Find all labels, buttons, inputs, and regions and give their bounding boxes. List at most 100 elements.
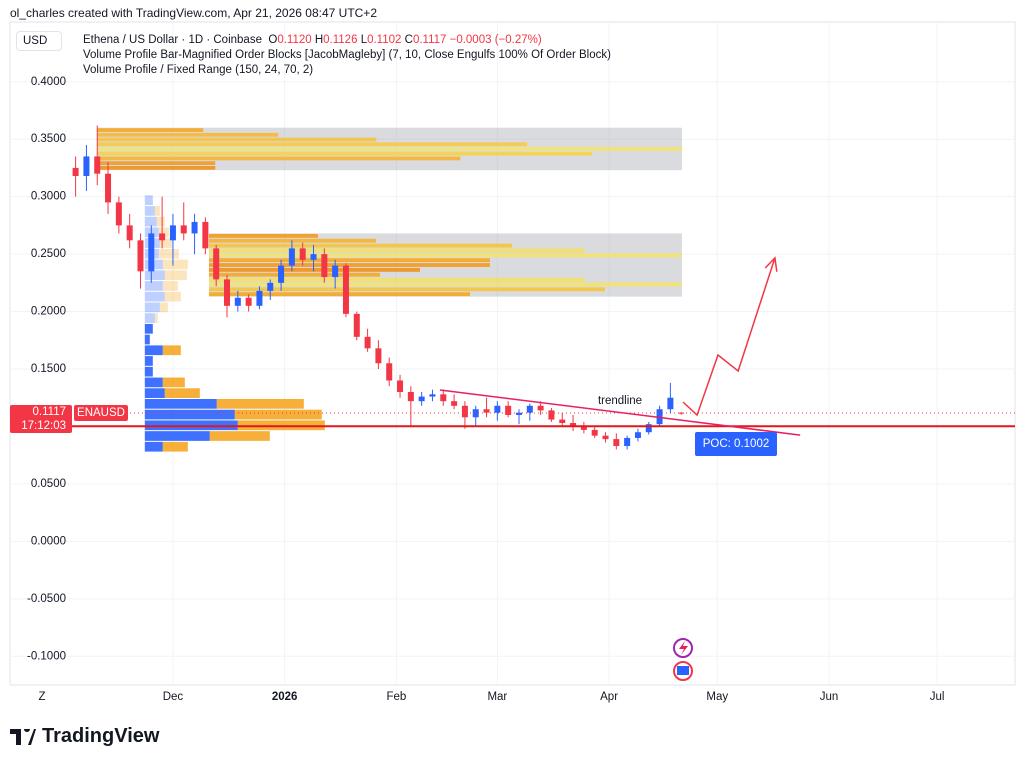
logo: TradingView (10, 725, 159, 748)
l-key: L (360, 34, 368, 46)
volume-profile-down (164, 270, 187, 281)
volume-profile-down (162, 345, 181, 356)
volume-profile-down (156, 216, 165, 227)
candle-body (256, 290, 263, 306)
candle-body (159, 233, 166, 241)
volume-profile-up (144, 195, 153, 206)
volume-profile-down (162, 259, 188, 270)
y-tick-label: 0.1500 (31, 363, 66, 375)
volume-profile-down (154, 206, 160, 216)
trendline (439, 389, 801, 436)
l-value: 0.1102 (367, 34, 402, 46)
order-block-level (97, 156, 461, 161)
candle-body (224, 279, 231, 306)
order-block-level (97, 147, 683, 151)
volume-profile-up (144, 323, 153, 334)
arrow-head (764, 256, 778, 272)
x-tick-label: Jun (820, 691, 839, 703)
volume-profile-up (144, 270, 165, 281)
candle-body (613, 439, 620, 446)
volume-profile-down (234, 409, 322, 420)
candle-body (624, 437, 631, 446)
volume-profile-up (144, 334, 150, 345)
logo-icon (10, 728, 36, 745)
candle-body (602, 435, 609, 440)
candle-body (105, 173, 112, 203)
projection-arrow (682, 257, 776, 417)
candle-body (310, 254, 317, 260)
volume-profile-down (158, 227, 169, 238)
x-tick-label: Feb (387, 691, 407, 703)
order-block-level (97, 132, 279, 137)
candle-body (505, 405, 512, 415)
candle-body (364, 336, 371, 349)
change: −0.0003 (−0.27%) (449, 34, 542, 46)
candle-body (72, 167, 79, 176)
order-block-level (208, 263, 490, 267)
x-tick-label: Jul (930, 691, 945, 703)
last-price-label: 0.1117 (33, 406, 66, 418)
volume-profile-up (144, 345, 163, 356)
y-tick-label: 0.3000 (31, 191, 66, 203)
candle-body (667, 397, 674, 410)
currency-button[interactable]: USD (16, 31, 62, 51)
plot-border (9, 21, 1016, 686)
candle-body (472, 409, 479, 418)
order-block-level (97, 128, 204, 132)
x-tick-label: Mar (487, 691, 507, 703)
candle-body (202, 221, 209, 249)
candle-body (180, 225, 187, 234)
order-block-level (208, 292, 470, 297)
x-tick-label: 2026 (272, 691, 298, 703)
volume-profile-down (162, 377, 185, 388)
candle-body (94, 156, 101, 174)
candle-body (634, 432, 641, 438)
y-tick-label: -0.1000 (27, 650, 66, 662)
candle-body (559, 419, 566, 424)
candle-body (451, 401, 458, 406)
volume-profile-up (144, 313, 155, 323)
trendline-label: trendline (598, 395, 642, 407)
candle-body (515, 412, 522, 415)
candle-body (245, 297, 252, 306)
candle-body (526, 405, 533, 413)
volume-profile-down (154, 313, 158, 323)
order-block-level (208, 238, 376, 243)
event-icon-bolt (679, 641, 688, 655)
poc-label-box (695, 432, 777, 456)
candle-body (353, 313, 360, 337)
candle-body (580, 426, 587, 430)
poc-label: POC: 0.1002 (703, 438, 769, 450)
candle-body (191, 221, 198, 234)
candle-body (267, 282, 274, 291)
volume-profile-up (144, 227, 159, 238)
volume-profile-up (144, 388, 165, 398)
order-block-level (97, 142, 528, 147)
candle-body (570, 423, 577, 427)
y-tick-label: 0.3500 (31, 133, 66, 145)
o-value: 0.1120 (277, 34, 312, 46)
volume-profile-up (144, 356, 153, 366)
order-block-level (208, 233, 318, 238)
y-tick-label: 0.0000 (31, 535, 66, 547)
candle-body (137, 240, 144, 272)
order-block-level (208, 267, 420, 272)
candle-body (321, 254, 328, 278)
o-key: O (268, 34, 278, 46)
candle-body (461, 405, 468, 418)
countdown: 17:12:03 (21, 420, 66, 432)
candle-body (548, 410, 555, 420)
y-tick-label: -0.0500 (27, 593, 66, 605)
volume-profile-up (144, 281, 163, 291)
order-block-level (208, 258, 490, 263)
ticker-label: ENAUSD (77, 407, 125, 419)
volume-profile-down (164, 291, 181, 302)
candle-body (397, 380, 404, 392)
candle-body (591, 429, 598, 436)
indicator-legend: Volume Profile / Fixed Range (150, 24, 7… (83, 64, 314, 76)
x-tick-label: Apr (600, 691, 618, 703)
candle-body (429, 394, 436, 397)
order-block-level (208, 243, 512, 248)
volume-profile-down (164, 388, 200, 398)
